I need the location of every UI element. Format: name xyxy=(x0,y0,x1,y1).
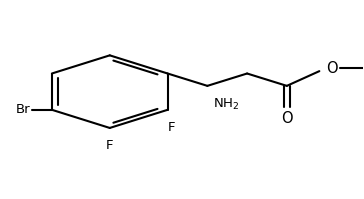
Text: O: O xyxy=(326,61,337,76)
Text: Br: Br xyxy=(16,103,30,116)
Text: F: F xyxy=(106,139,114,152)
Text: F: F xyxy=(167,121,175,134)
Text: NH$_2$: NH$_2$ xyxy=(213,97,239,112)
Text: O: O xyxy=(281,111,293,126)
